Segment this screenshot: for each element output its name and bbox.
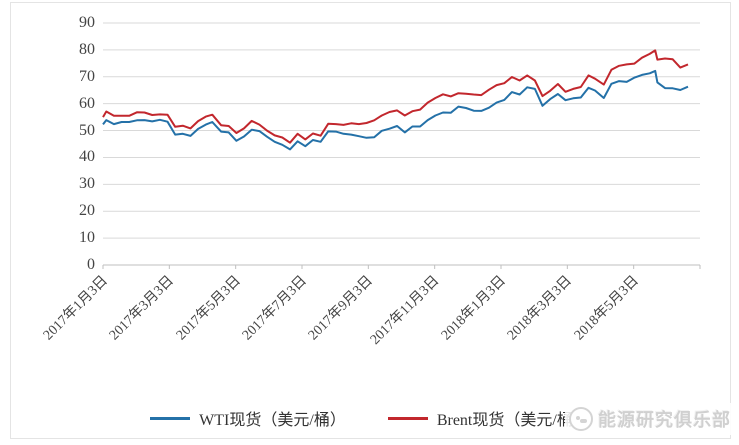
legend-label-wti: WTI现货（美元/桶） — [199, 412, 346, 429]
wti-line-marker-icon — [150, 416, 191, 420]
y-axis-tick-label: 20 — [79, 202, 95, 220]
brent-line-marker-icon — [387, 416, 428, 420]
legend-item-wti: WTI现货（美元/桶） — [150, 406, 346, 430]
watermark-text: 能源研究俱乐部 — [598, 410, 731, 430]
energy-club-logo-icon — [569, 407, 593, 431]
y-axis-tick-label: 80 — [79, 40, 95, 58]
y-axis-tick-label: 0 — [87, 256, 95, 273]
y-axis-tick-label: 40 — [79, 148, 95, 166]
brent-line-series — [102, 49, 689, 144]
y-axis-tick-label: 50 — [79, 121, 95, 139]
y-axis-tick-label: 30 — [79, 175, 95, 193]
y-axis-tick-label: 90 — [79, 14, 95, 31]
legend-label-brent: Brent现货（美元/桶） — [436, 412, 589, 429]
y-axis-tick-label: 70 — [79, 67, 95, 85]
legend: WTI现货（美元/桶） Brent现货（美元/桶） — [0, 405, 739, 431]
wti-line-series — [102, 69, 689, 151]
y-axis-tick-label: 10 — [79, 229, 95, 247]
watermark: 能源研究俱乐部 — [565, 403, 735, 435]
y-axis-tick-label: 60 — [79, 94, 95, 112]
legend-item-brent: Brent现货（美元/桶） — [387, 406, 589, 430]
